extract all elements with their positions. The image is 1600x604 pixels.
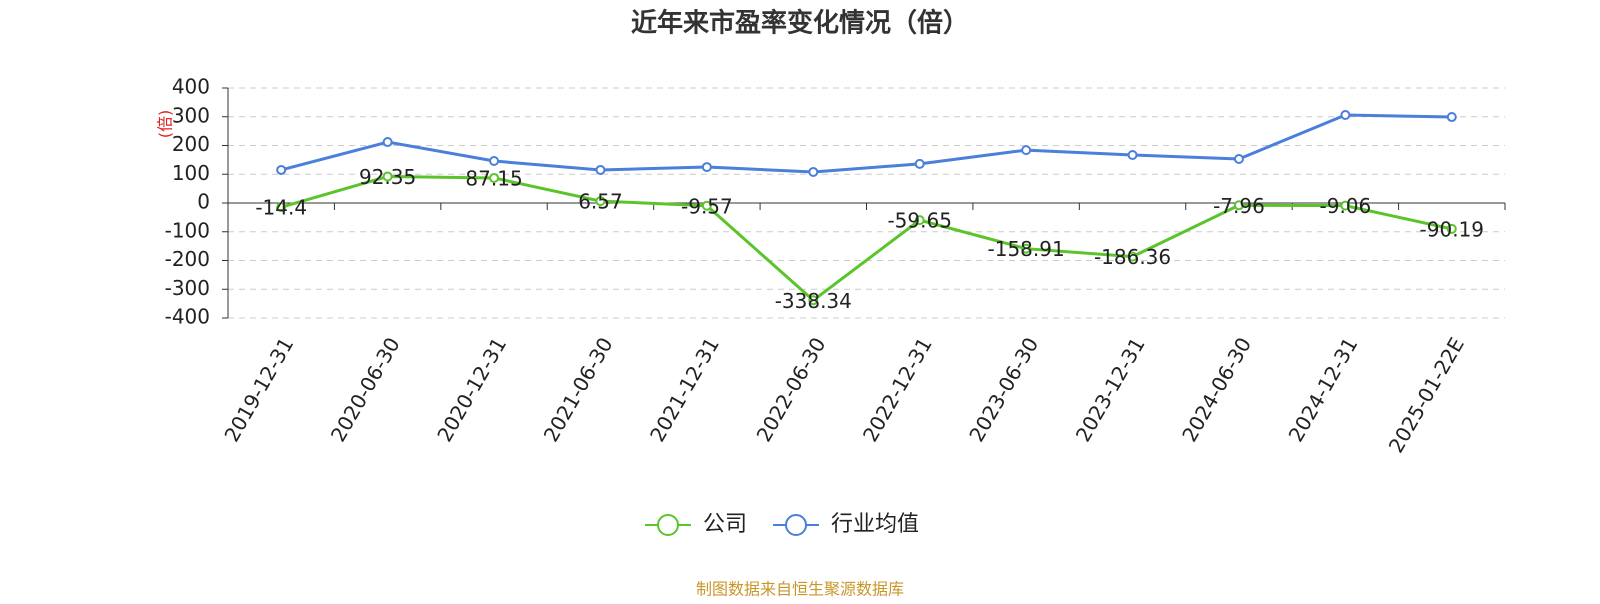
x-tick-label: 2021-12-31 [645, 333, 724, 446]
data-label: -158.91 [988, 237, 1065, 261]
data-point [1021, 243, 1032, 254]
data-point [1127, 251, 1138, 262]
data-point [701, 162, 712, 173]
data-point [914, 158, 925, 169]
x-tick-label: 2020-06-30 [326, 333, 405, 446]
data-point [808, 295, 819, 306]
y-tick-label: -200 [165, 247, 210, 271]
data-point [1233, 154, 1244, 165]
x-tick-label: 2020-12-31 [432, 333, 511, 446]
x-tick-label: 2022-12-31 [858, 333, 937, 446]
x-tick-label: 2023-12-31 [1071, 333, 1150, 446]
y-tick-label: 200 [172, 132, 210, 156]
data-point [489, 172, 500, 183]
series-line [280, 174, 1453, 303]
data-point [1127, 149, 1138, 160]
x-tick-label: 2025-01-22E [1384, 333, 1469, 457]
series-line [280, 113, 1452, 174]
data-label: -9.06 [1320, 194, 1372, 218]
data-point [276, 164, 287, 175]
data-label: -59.65 [887, 209, 951, 233]
data-point [1340, 110, 1351, 121]
source-note: 制图数据来自恒生聚源数据库 [696, 580, 904, 599]
legend-label: 行业均值 [831, 512, 919, 537]
chart-title: 近年来市盈率变化情况（倍） [631, 8, 969, 39]
data-point [1446, 112, 1457, 123]
data-point [276, 202, 287, 213]
y-axis-label: (倍) [156, 110, 175, 139]
data-label: -7.96 [1213, 194, 1265, 218]
data-point [489, 156, 500, 167]
data-label: -338.34 [775, 289, 852, 313]
y-tick-label: 100 [172, 161, 210, 185]
x-tick-label: 2024-12-31 [1284, 333, 1363, 446]
y-tick-label: 300 [172, 103, 210, 127]
data-point [1340, 200, 1351, 211]
data-point [595, 196, 606, 207]
y-tick-label: 400 [172, 75, 210, 99]
data-label: -9.57 [681, 194, 733, 218]
legend-label: 公司 [703, 512, 747, 537]
x-tick-label: 2022-06-30 [751, 333, 830, 446]
x-tick-label: 2021-06-30 [539, 333, 618, 446]
x-tick-label: 2024-06-30 [1177, 333, 1256, 446]
data-point [914, 215, 925, 226]
data-label: -14.4 [255, 196, 307, 220]
data-label: 6.57 [578, 190, 623, 214]
data-point [701, 200, 712, 211]
y-tick-label: -300 [165, 276, 210, 300]
data-label: 87.15 [465, 166, 522, 190]
data-point [382, 137, 393, 148]
data-label: -186.36 [1094, 245, 1171, 269]
data-label: 92.35 [359, 165, 416, 189]
y-tick-label: -400 [165, 305, 210, 329]
legend-marker [657, 514, 679, 536]
data-point [1021, 145, 1032, 156]
y-tick-label: 0 [197, 190, 210, 214]
y-tick-label: -100 [165, 218, 210, 242]
x-tick-label: 2019-12-31 [219, 333, 298, 446]
data-point [382, 171, 393, 182]
data-point [1446, 223, 1457, 234]
legend-marker [785, 514, 808, 536]
data-label: -90.19 [1420, 217, 1484, 241]
data-point [808, 166, 819, 177]
data-point [595, 164, 606, 175]
x-tick-label: 2023-06-30 [964, 333, 1043, 446]
data-point [1233, 200, 1244, 211]
